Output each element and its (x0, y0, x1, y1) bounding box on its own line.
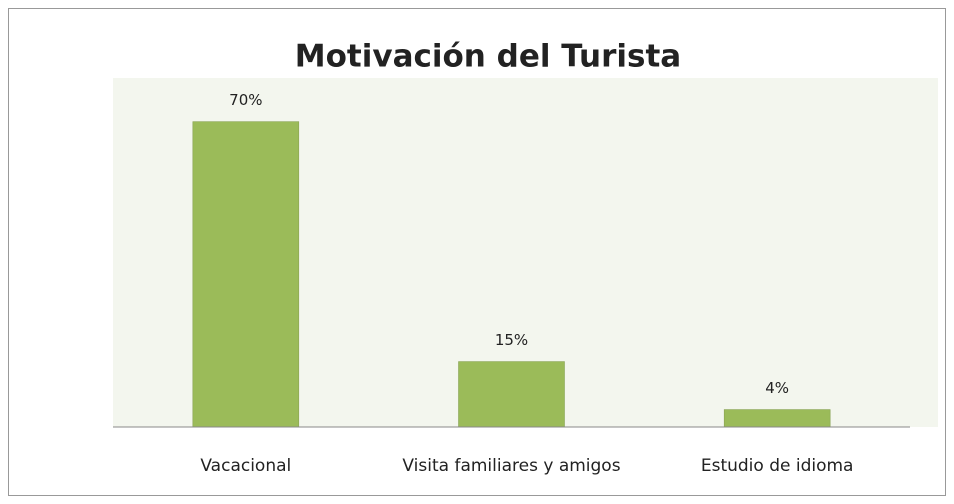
chart-title: Motivación del Turista (295, 39, 681, 75)
data-label: 70% (229, 91, 262, 109)
x-tick-label: Vacacional (200, 456, 291, 476)
bar (458, 361, 565, 428)
data-label: 4% (765, 379, 789, 397)
x-tick-label: Estudio de idioma (701, 456, 854, 476)
x-tick-label: Visita familiares y amigos (402, 456, 620, 476)
data-label: 15% (495, 331, 528, 349)
bar (192, 121, 300, 428)
bar (723, 409, 831, 428)
